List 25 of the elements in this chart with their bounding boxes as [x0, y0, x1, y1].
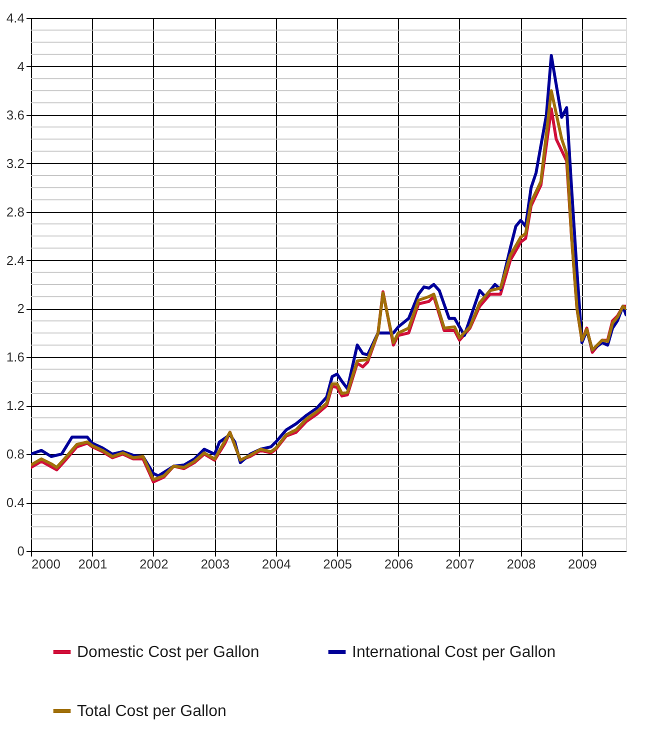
y-tick-label: 0 [17, 544, 24, 558]
y-tick-label: 0.8 [6, 446, 24, 462]
legend-label: International Cost per Gallon [352, 644, 556, 661]
x-tick-label: 2005 [323, 556, 352, 572]
y-tick-label: 1.6 [6, 350, 24, 365]
y-tick-label: 1.2 [6, 398, 24, 414]
legend-label: Domestic Cost per Gallon [77, 644, 260, 661]
x-tick-label: 2008 [506, 556, 536, 572]
y-tick-label: 4.4 [6, 10, 24, 26]
y-tick-label: 2 [17, 301, 24, 316]
y-tick-label: 2.4 [6, 252, 24, 268]
x-tick-label: 2007 [446, 556, 474, 572]
y-tick-label: 3.6 [6, 107, 24, 122]
legend-label: Total Cost per Gallon [77, 703, 226, 720]
x-tick-label: 2000 [32, 556, 60, 572]
x-tick-label: 2009 [568, 556, 597, 572]
x-tick-label: 2002 [139, 556, 168, 572]
y-tick-label: 4 [17, 58, 24, 74]
x-tick-label: 2003 [200, 556, 230, 572]
x-tick-label: 2001 [78, 556, 108, 572]
y-tick-label: 2.8 [6, 204, 24, 220]
x-tick-label: 2006 [384, 556, 414, 572]
x-tick-label: 2004 [262, 556, 291, 572]
y-tick-label: 3.2 [6, 156, 24, 171]
y-tick-label: 0.4 [6, 495, 24, 510]
